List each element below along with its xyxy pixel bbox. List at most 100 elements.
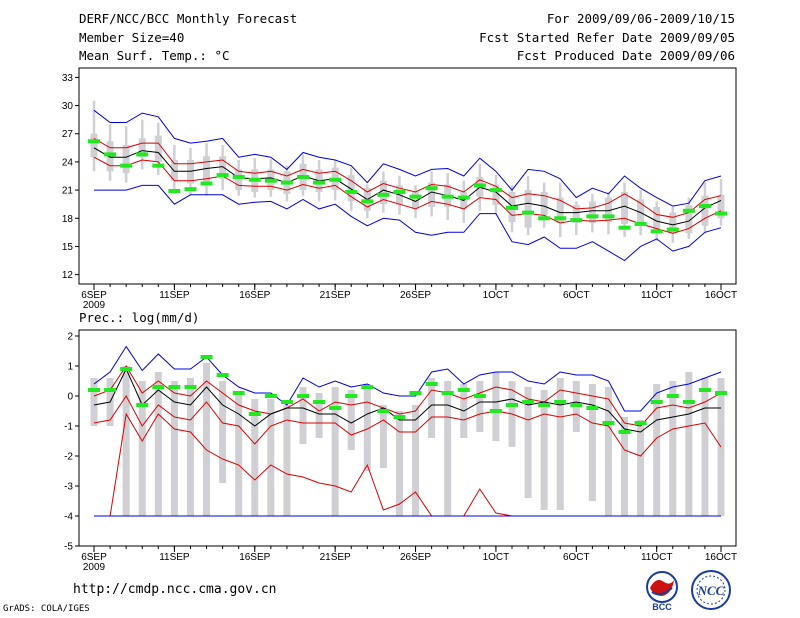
median-mark bbox=[473, 183, 486, 188]
x-tick-label: 11OCT bbox=[641, 290, 673, 301]
median-mark bbox=[457, 388, 470, 392]
box-bar bbox=[669, 381, 677, 516]
precip-panel-title: Prec.: log(mm/d) bbox=[79, 310, 200, 325]
box-bar bbox=[283, 405, 291, 516]
median-mark bbox=[715, 211, 727, 216]
median-mark bbox=[441, 194, 454, 199]
median-mark bbox=[634, 421, 647, 425]
box-bar bbox=[701, 195, 709, 226]
median-mark bbox=[248, 412, 261, 416]
source-url[interactable]: http://cmdp.ncc.cma.gov.cn bbox=[73, 582, 277, 597]
median-mark bbox=[345, 394, 358, 398]
median-mark bbox=[136, 403, 149, 407]
box-bar bbox=[235, 169, 243, 191]
box-bar bbox=[588, 384, 596, 501]
box-bar bbox=[621, 191, 629, 224]
median-mark bbox=[264, 394, 277, 398]
median-mark bbox=[715, 391, 727, 395]
y-tick-label: 1 bbox=[67, 362, 73, 373]
median-mark bbox=[168, 189, 181, 194]
y-tick-label: -5 bbox=[64, 542, 73, 553]
box-bar bbox=[669, 212, 677, 234]
x-tick-label: 6SEP bbox=[81, 552, 107, 563]
box-bar bbox=[556, 378, 564, 510]
box-bar bbox=[653, 206, 661, 234]
box-bar bbox=[219, 381, 227, 483]
median-mark bbox=[570, 218, 583, 223]
median-mark bbox=[377, 409, 390, 413]
x-tick-label: 16SEP bbox=[239, 290, 270, 301]
box-bar bbox=[170, 160, 178, 181]
ncc-logo: NCC bbox=[688, 568, 734, 612]
median-mark bbox=[120, 163, 133, 168]
median-mark bbox=[570, 403, 583, 407]
median-mark bbox=[554, 400, 567, 404]
median-mark bbox=[409, 194, 422, 199]
y-tick-label: 18 bbox=[62, 214, 74, 225]
y-tick-label: 0 bbox=[67, 392, 73, 403]
box-bar bbox=[685, 372, 693, 516]
median-mark bbox=[618, 430, 631, 434]
median-mark bbox=[168, 385, 181, 389]
box-bar bbox=[219, 156, 227, 179]
box-bar bbox=[556, 197, 564, 223]
y-tick-label: 21 bbox=[62, 186, 74, 197]
series-upper-line bbox=[93, 137, 722, 218]
median-mark bbox=[506, 205, 518, 210]
median-mark bbox=[441, 391, 454, 395]
x-tick-label: 1OCT bbox=[483, 552, 510, 563]
box-bar bbox=[299, 387, 307, 444]
forecast-period: For 2009/09/06-2009/10/15 bbox=[546, 11, 735, 26]
bcc-logo-text: BCC bbox=[652, 602, 672, 612]
median-mark bbox=[602, 421, 615, 425]
series-min-line bbox=[94, 184, 722, 262]
median-mark bbox=[457, 195, 470, 200]
box-bar bbox=[347, 175, 355, 202]
y-tick-label: -1 bbox=[64, 422, 73, 433]
x-tick-label: 16OCT bbox=[705, 290, 737, 301]
x-tick-label: 6SEP bbox=[81, 290, 107, 301]
x-tick-label: 1OCT bbox=[483, 290, 510, 301]
box-bar bbox=[186, 378, 194, 516]
x-tick-label: 16SEP bbox=[239, 552, 270, 563]
x-tick-label: 6OCT bbox=[563, 290, 590, 301]
figure-title: DERF/NCC/BCC Monthly Forecast bbox=[79, 11, 298, 26]
box-bar bbox=[717, 194, 725, 219]
median-mark bbox=[361, 199, 374, 204]
y-tick-label: 27 bbox=[62, 129, 74, 140]
plot-frame bbox=[78, 67, 737, 285]
median-mark bbox=[136, 152, 149, 157]
median-mark bbox=[489, 409, 502, 413]
median-mark bbox=[184, 385, 197, 389]
x-tick-label: 26SEP bbox=[400, 552, 431, 563]
start-refer-date: Fcst Started Refer Date 2009/09/05 bbox=[479, 30, 735, 45]
y-tick-label: -2 bbox=[64, 452, 73, 463]
median-mark bbox=[361, 385, 374, 389]
box-bar bbox=[331, 387, 339, 516]
median-mark bbox=[393, 189, 406, 194]
median-mark bbox=[618, 225, 631, 230]
median-mark bbox=[104, 152, 117, 157]
median-mark bbox=[586, 214, 599, 219]
series-mean-line bbox=[93, 367, 721, 433]
median-mark bbox=[602, 214, 615, 219]
median-mark bbox=[232, 391, 245, 395]
box-bar bbox=[379, 180, 387, 205]
box-bar bbox=[154, 372, 162, 516]
box-bar bbox=[444, 381, 452, 516]
box-bar bbox=[122, 366, 130, 516]
box-bar bbox=[637, 199, 645, 223]
series-lower-line bbox=[93, 395, 722, 457]
box-bar bbox=[604, 197, 612, 223]
box-bar bbox=[347, 390, 355, 450]
median-mark bbox=[120, 367, 133, 371]
box-bar bbox=[395, 411, 403, 516]
median-mark bbox=[232, 174, 245, 179]
x-tick-label: 11SEP bbox=[159, 290, 190, 301]
median-mark bbox=[216, 373, 229, 377]
median-mark bbox=[345, 189, 358, 194]
median-mark bbox=[216, 173, 229, 178]
box-bar bbox=[315, 393, 323, 438]
median-mark bbox=[506, 403, 518, 407]
